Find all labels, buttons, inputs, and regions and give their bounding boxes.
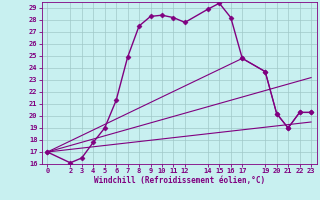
X-axis label: Windchill (Refroidissement éolien,°C): Windchill (Refroidissement éolien,°C) [94, 176, 265, 185]
